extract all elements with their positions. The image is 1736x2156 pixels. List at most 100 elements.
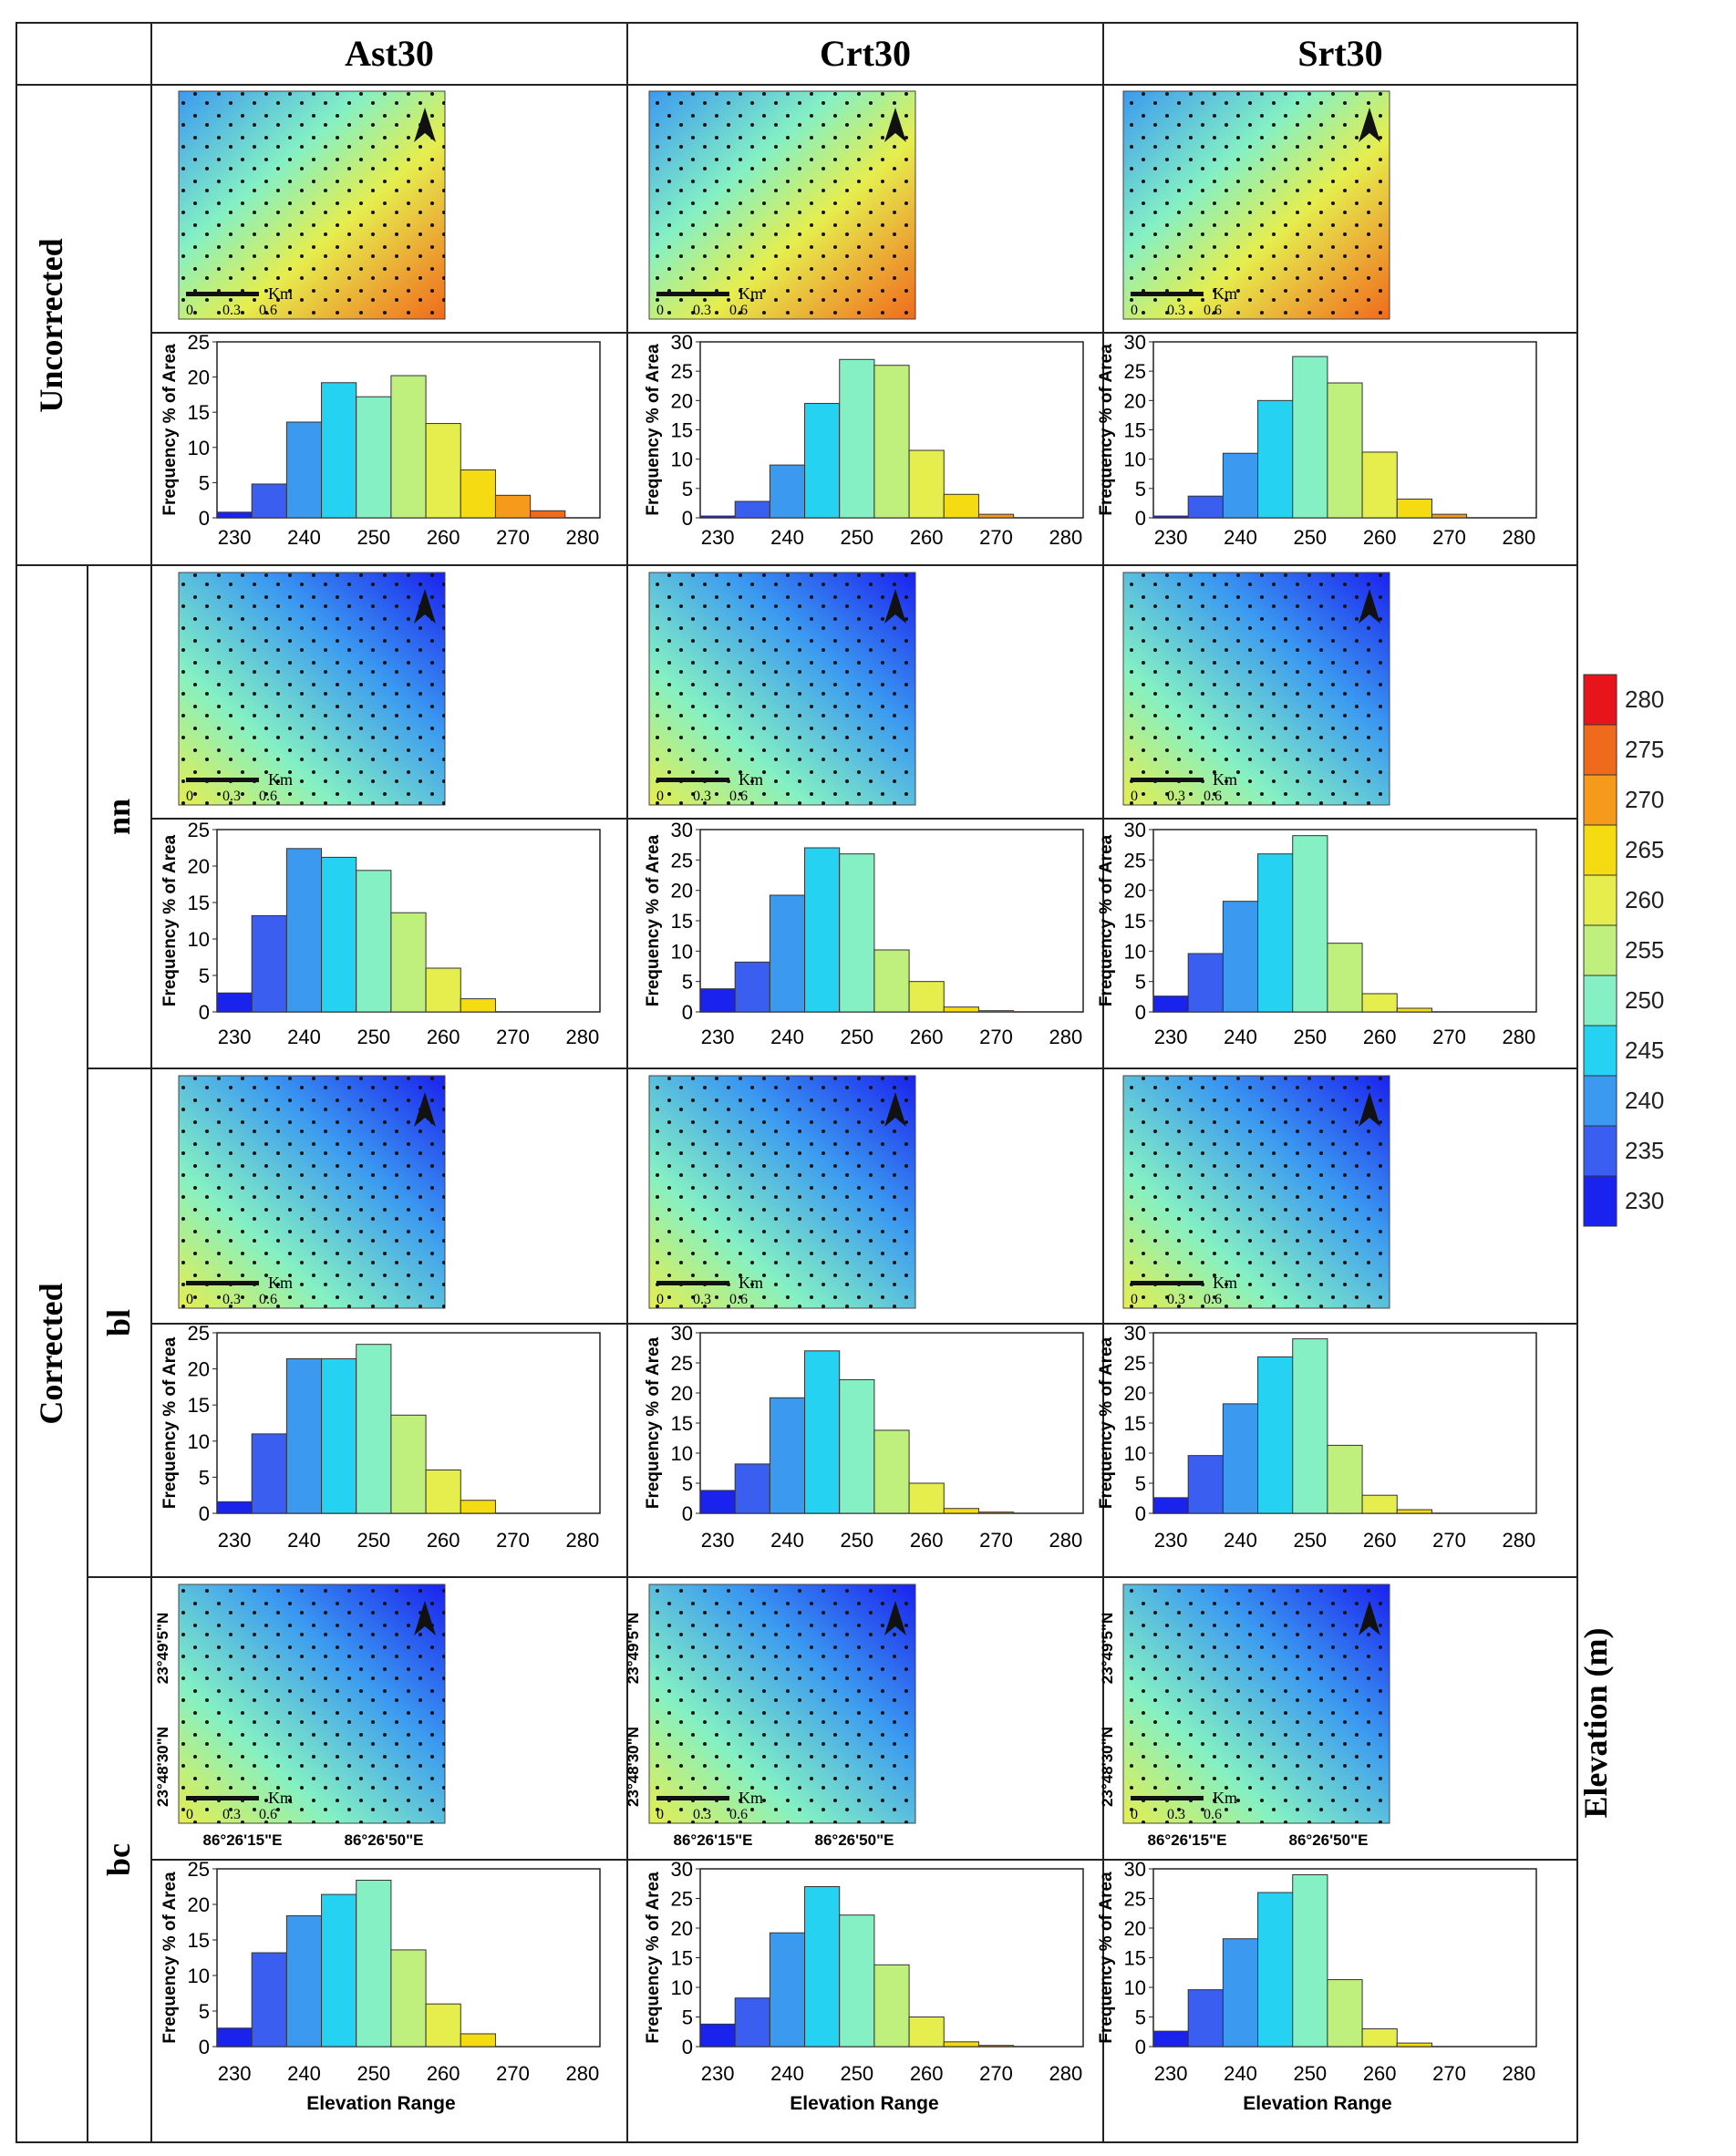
x-tick-label: 230 — [1154, 526, 1188, 549]
scale-unit: Km — [268, 770, 293, 789]
y-tick-label: 5 — [682, 1472, 693, 1495]
y-tick-label: 5 — [199, 471, 210, 494]
histogram-bar — [804, 403, 841, 519]
scale-tick: 0.3 — [1167, 1807, 1185, 1822]
scale-tick: 0 — [656, 1807, 664, 1822]
scale-bar — [1131, 1281, 1204, 1285]
x-tick-label: 230 — [218, 526, 252, 549]
histogram-bar — [1327, 1444, 1363, 1514]
x-tick-label: 240 — [1224, 2062, 1257, 2085]
x-tick-label: 250 — [356, 526, 390, 549]
x-tick-label: 250 — [840, 2062, 873, 2085]
x-tick-label: 280 — [566, 1529, 600, 1552]
x-tick-label: 230 — [1154, 1026, 1188, 1048]
x-tick-label: 230 — [218, 1026, 252, 1048]
x-tick-label: 250 — [840, 1529, 873, 1552]
x-tick-label: 240 — [1224, 526, 1257, 549]
y-tick-label: 25 — [188, 1858, 210, 1881]
y-tick-label: 20 — [188, 1893, 210, 1916]
scale-tick: 0 — [1131, 1807, 1138, 1822]
x-tick-label: 270 — [979, 1026, 1013, 1048]
row-label-nn: nn — [100, 799, 137, 835]
longitude-label: 86°26'50"E — [1289, 1831, 1369, 1849]
x-tick-label: 270 — [496, 2062, 530, 2085]
histogram-bar — [356, 870, 392, 1013]
x-tick-label: 250 — [356, 2062, 390, 2085]
x-axis-label: Elevation Range — [306, 2093, 455, 2114]
latitude-label: 23°49'5"N — [154, 1613, 171, 1684]
histogram-bar — [1292, 835, 1328, 1013]
north-arrow-icon — [414, 1601, 436, 1635]
histogram-bar — [1396, 2042, 1432, 2048]
x-tick-label: 250 — [1293, 1529, 1327, 1552]
y-tick-label: 10 — [188, 437, 210, 459]
histogram-bar — [251, 1433, 287, 1514]
histogram-bar — [251, 483, 287, 519]
y-tick-label: 15 — [188, 1929, 210, 1952]
x-tick-label: 230 — [1154, 2062, 1188, 2085]
histogram: 0 5 10 15 20 25 230 240 250 260 270 280 Frequency % … — [160, 1858, 601, 2114]
x-tick-label: 250 — [840, 1026, 873, 1048]
scale-tick: 0.6 — [259, 303, 277, 318]
y-tick-label: 30 — [671, 819, 693, 841]
scale-unit: Km — [1213, 284, 1237, 303]
y-tick-label: 5 — [199, 2000, 210, 2023]
x-tick-label: 250 — [1293, 526, 1327, 549]
legend-swatch — [1583, 1175, 1617, 1227]
scale-unit: Km — [1213, 770, 1237, 789]
legend-title: Elevation (m) — [1577, 1628, 1614, 1819]
y-tick-label: 20 — [188, 1358, 210, 1381]
histogram-bar — [251, 914, 287, 1013]
histogram-bar — [734, 1997, 770, 2048]
y-tick-label: 10 — [671, 940, 693, 963]
y-tick-label: 25 — [1124, 1352, 1146, 1375]
histogram-bar — [1152, 1497, 1189, 1514]
y-axis-label: Frequency % of Area — [644, 344, 663, 516]
scale-tick: 0.6 — [1204, 1292, 1222, 1307]
x-tick-label: 260 — [427, 2062, 460, 2085]
y-tick-label: 10 — [671, 1976, 693, 1999]
x-tick-label: 280 — [1503, 526, 1536, 549]
x-tick-label: 250 — [356, 1026, 390, 1048]
histogram-bar — [460, 1500, 496, 1514]
histogram-bar — [390, 375, 427, 519]
histogram-bar — [356, 1879, 392, 2048]
histogram-bar — [977, 1010, 1015, 1013]
scale-tick: 0.6 — [729, 1292, 748, 1307]
y-tick-label: 25 — [1124, 849, 1146, 872]
histogram-bar — [1361, 2028, 1398, 2048]
scale-tick: 0 — [186, 1807, 193, 1822]
scale-tick: 0.3 — [1167, 303, 1185, 318]
y-axis-label: Frequency % of Area — [644, 834, 663, 1006]
y-tick-label: 0 — [199, 507, 210, 530]
histogram-bar — [873, 1429, 910, 1514]
histogram-bar — [1327, 943, 1363, 1013]
histogram-bar — [1361, 993, 1398, 1013]
y-tick-label: 0 — [682, 1001, 693, 1024]
histogram-bar — [321, 1358, 357, 1514]
legend-swatch — [1583, 824, 1617, 876]
histogram-bar — [943, 1006, 979, 1013]
scale-bar — [1131, 292, 1204, 296]
histogram-bar — [1396, 1007, 1432, 1013]
histogram-bar — [699, 2023, 736, 2048]
x-tick-label: 230 — [701, 1026, 735, 1048]
north-arrow-icon — [414, 589, 436, 624]
histogram-bar — [804, 1886, 841, 2048]
x-tick-label: 240 — [770, 526, 804, 549]
histogram-bar — [977, 1511, 1015, 1514]
x-tick-label: 240 — [1224, 1529, 1257, 1552]
histogram-bar — [699, 988, 736, 1013]
histogram-bar — [1327, 382, 1363, 519]
y-axis-label: Frequency % of Area — [160, 344, 180, 516]
scale-tick: 0 — [656, 303, 664, 318]
y-tick-label: 30 — [1124, 1322, 1146, 1345]
x-tick-label: 280 — [1049, 1026, 1083, 1048]
x-tick-label: 250 — [356, 1529, 390, 1552]
y-tick-label: 15 — [671, 910, 693, 933]
row-label-bl: bl — [100, 1309, 137, 1336]
histogram-bar — [839, 358, 875, 519]
y-tick-label: 15 — [188, 401, 210, 424]
histogram-bar — [908, 1482, 945, 1514]
histogram-bar — [734, 500, 770, 519]
